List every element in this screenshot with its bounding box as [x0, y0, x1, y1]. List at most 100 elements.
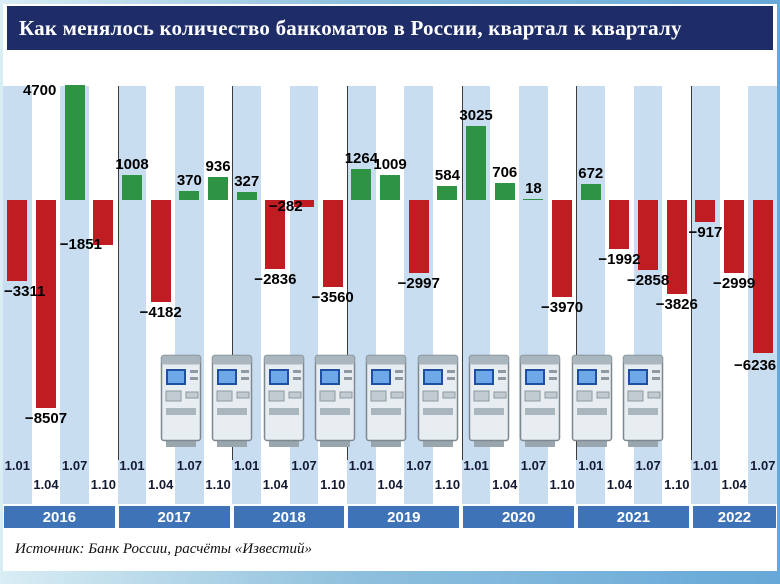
value-label: 1264: [344, 150, 379, 168]
atm-icon: [622, 354, 664, 447]
date-label: 1.07: [520, 458, 547, 473]
value-label: −8507: [24, 410, 68, 428]
bar-chart: −3311 1.01 −8507 1.04 4700 1.07 −1851 1.10 1008 1…: [3, 56, 777, 504]
date-label: 1.10: [320, 477, 346, 492]
negative-bar: [93, 200, 114, 246]
value-label: 706: [492, 163, 518, 181]
negative-bar: [552, 200, 573, 298]
chart-column: 584 1.10: [433, 56, 462, 504]
atm-icon: [417, 354, 458, 447]
negative-bar: [638, 200, 659, 271]
date-label: 1.04: [377, 477, 403, 492]
date-label: 1.01: [234, 458, 260, 473]
atm-icon: [468, 354, 510, 447]
chart-column: −1992 1.04: [598, 56, 641, 504]
date-label: 1.04: [721, 477, 747, 492]
date-label: 1.01: [119, 458, 145, 473]
chart-column: 706 1.04: [490, 56, 519, 504]
chart-title: Как менялось количество банкоматов в Рос…: [7, 6, 773, 50]
chart-column: −3970 1.10: [541, 56, 583, 504]
date-label: 1.07: [406, 458, 432, 473]
positive-bar: [351, 169, 372, 200]
value-label: 18: [525, 179, 542, 197]
negative-bar: [7, 200, 28, 282]
background-stripe: [720, 86, 749, 504]
value-label: 672: [578, 164, 604, 182]
date-label: 1.04: [33, 477, 59, 492]
value-label: −282: [268, 197, 303, 215]
chart-column: 1008 1.01: [115, 56, 149, 504]
year-label: 2018: [233, 506, 345, 528]
atm-icon: [160, 354, 202, 447]
date-label: 1.01: [692, 458, 719, 473]
year-label: 2016: [4, 506, 115, 528]
value-label: 936: [205, 158, 231, 176]
negative-bar: [150, 200, 171, 303]
chart-column: −3311 1.01: [3, 56, 45, 504]
date-label: 1.07: [62, 458, 88, 473]
positive-bar: [64, 84, 85, 200]
date-label: 1.10: [90, 477, 116, 492]
chart-column: 936 1.10: [204, 56, 233, 504]
value-label: −3311: [4, 283, 46, 301]
background-stripe: [89, 86, 118, 504]
negative-bar: [35, 200, 57, 409]
positive-bar: [523, 198, 544, 200]
value-label: −917: [688, 224, 723, 242]
year-label: 2021: [578, 506, 689, 528]
atm-icon: [520, 354, 561, 447]
negative-bar: [609, 200, 630, 249]
atm-illustrations-row: [159, 348, 665, 448]
value-label: −3970: [541, 299, 584, 317]
value-label: 327: [234, 172, 260, 190]
positive-bar: [121, 175, 143, 200]
negative-bar: [322, 200, 343, 288]
value-label: 3025: [459, 106, 493, 124]
positive-bar: [580, 183, 601, 200]
chart-column: −6236 1.07: [734, 56, 777, 504]
positive-bar: [437, 185, 458, 200]
date-label: 1.10: [549, 477, 575, 492]
chart-column: −4182 1.04: [140, 56, 182, 504]
chart-column: −8507 1.04: [25, 56, 67, 504]
value-label: 4700: [22, 81, 57, 99]
year-label: 2020: [463, 506, 575, 528]
value-label: −2999: [713, 275, 756, 293]
value-label: −6236: [734, 356, 777, 374]
positive-bar: [236, 191, 257, 200]
value-label: −2997: [397, 275, 440, 293]
atm-icon: [263, 354, 304, 447]
positive-bar: [208, 177, 229, 200]
date-label: 1.04: [492, 477, 518, 492]
atm-icon: [571, 354, 612, 447]
year-axis-band: 2016 2017 2018 2019 2020 2021 2022: [4, 506, 776, 528]
chart-column: −917 1.01: [688, 56, 723, 504]
value-label: −3826: [655, 295, 698, 313]
negative-bar: [294, 200, 315, 207]
positive-bar: [466, 125, 487, 200]
value-label: −1851: [59, 236, 102, 254]
source-note: Источник: Банк России, расчёты «Известий…: [15, 541, 312, 557]
value-label: −2836: [254, 271, 297, 289]
date-label: 1.07: [635, 458, 661, 473]
value-label: 1008: [115, 156, 149, 174]
positive-bar: [494, 182, 515, 200]
value-label: −3560: [311, 289, 354, 307]
atm-icon: [314, 354, 356, 447]
date-label: 1.10: [205, 477, 231, 492]
date-label: 1.07: [750, 458, 776, 473]
date-label: 1.01: [348, 458, 375, 473]
positive-bar: [179, 190, 200, 200]
year-label: 2022: [692, 506, 776, 528]
date-label: 1.04: [606, 477, 633, 492]
date-label: 1.10: [664, 477, 690, 492]
date-label: 1.04: [148, 477, 174, 492]
negative-bar: [408, 200, 429, 274]
value-label: 1009: [373, 156, 407, 174]
chart-column: 1009 1.04: [373, 56, 407, 504]
date-label: 1.07: [291, 458, 317, 473]
date-label: 1.01: [4, 458, 30, 473]
date-label: 1.04: [262, 477, 289, 492]
negative-bar: [724, 200, 745, 274]
